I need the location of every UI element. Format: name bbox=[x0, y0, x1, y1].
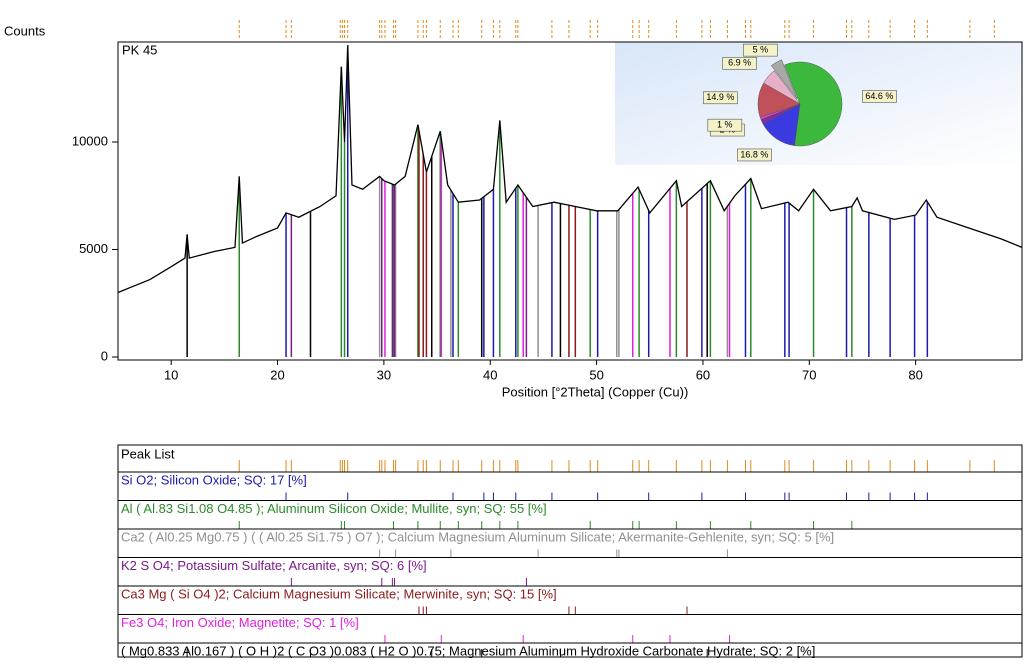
phase-label: Al ( Al.83 Si1.08 O4.85 ); Aluminum Sili… bbox=[121, 501, 547, 516]
chart-title: PK 45 bbox=[122, 42, 157, 57]
peak-list-frame bbox=[117, 444, 1023, 658]
pie-label: 5 % bbox=[753, 45, 769, 55]
pie-slice bbox=[763, 70, 801, 105]
phase-label: K2 S O4; Potassium Sulfate; Arcanite, sy… bbox=[121, 558, 427, 573]
pie-label: 64.6 % bbox=[865, 91, 893, 101]
x-tick-label: 50 bbox=[589, 367, 603, 382]
pie-label-box bbox=[707, 118, 743, 132]
pie-label: 14.9 % bbox=[706, 92, 734, 102]
plot-frame bbox=[117, 41, 1023, 361]
phase-label: Fe3 O4; Iron Oxide; Magnetite; SQ: 1 [%] bbox=[121, 615, 359, 630]
x-tick-label: 10 bbox=[164, 367, 178, 382]
pie-label: 1 % bbox=[717, 120, 733, 130]
pie-label-box bbox=[703, 91, 738, 105]
phase-label: ( Mg0.833 Al0.167 ) ( O H )2 ( C O3 )0.0… bbox=[121, 643, 815, 658]
x-tick-label: 80 bbox=[908, 367, 922, 382]
y-tick-label: 5000 bbox=[79, 241, 108, 256]
pie-label: 6.9 % bbox=[728, 58, 751, 68]
x-tick-label: 70 bbox=[802, 367, 816, 382]
x-axis-label: Position [°2Theta] (Copper (Cu)) bbox=[502, 384, 689, 399]
x-tick-label: 40 bbox=[483, 367, 497, 382]
phase-label: Ca3 Mg ( Si O4 )2; Calcium Magnesium Sil… bbox=[121, 586, 557, 601]
pie-label-box bbox=[862, 90, 897, 103]
peak-list-title: Peak List bbox=[121, 446, 175, 461]
x-tick-label: 60 bbox=[696, 367, 710, 382]
pattern-line bbox=[117, 45, 1023, 294]
pie-label: 16.8 % bbox=[740, 149, 768, 159]
phase-label: Si O2; Silicon Oxide; SQ: 17 [%] bbox=[121, 472, 307, 487]
pie-slice bbox=[784, 61, 843, 147]
x-tick-label: 20 bbox=[270, 367, 284, 382]
y-axis-label: Counts bbox=[4, 23, 46, 38]
pie-label-box bbox=[737, 148, 772, 162]
x-tick-label: 30 bbox=[377, 367, 391, 382]
phase-label: Ca2 ( Al0.25 Mg0.75 ) ( ( Al0.25 Si1.75 … bbox=[121, 529, 834, 544]
y-tick-label: 10000 bbox=[72, 133, 108, 148]
y-tick-label: 0 bbox=[101, 348, 108, 363]
pie-label-box bbox=[743, 43, 778, 57]
pie-slice bbox=[770, 59, 798, 99]
pie-label-box bbox=[722, 56, 757, 70]
